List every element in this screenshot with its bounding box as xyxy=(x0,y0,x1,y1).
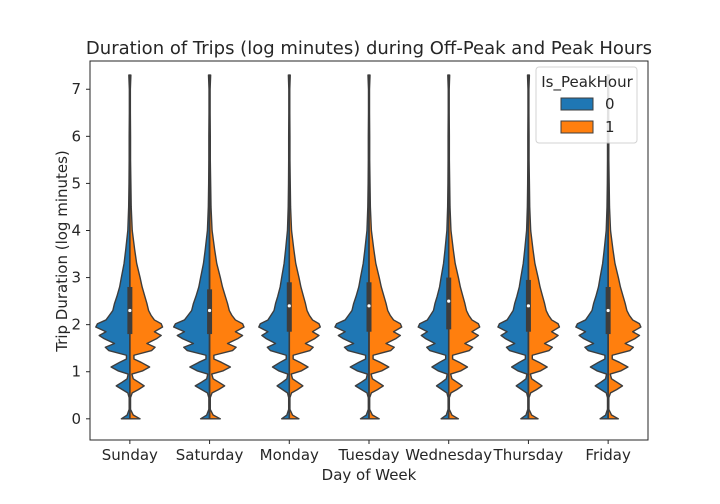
y-tick-label: 0 xyxy=(71,410,81,428)
median-dot xyxy=(606,308,610,313)
x-tick-label-monday: Monday xyxy=(260,446,319,464)
x-tick-label-wednesday: Wednesday xyxy=(405,446,492,464)
y-tick-label: 1 xyxy=(71,363,81,381)
y-tick-label: 4 xyxy=(71,221,81,239)
violin-sunday xyxy=(95,74,164,420)
violin-wednesday xyxy=(417,74,481,420)
x-axis: Sunday Saturday Monday Tuesday Wednesday Thur… xyxy=(102,440,631,464)
x-tick-label-saturday: Saturday xyxy=(176,446,244,464)
median-dot xyxy=(128,308,132,313)
median-dot xyxy=(367,304,371,308)
median-dot xyxy=(207,308,212,313)
x-tick-label-sunday: Sunday xyxy=(102,446,158,464)
chart-title: Duration of Trips (log minutes) during O… xyxy=(86,38,652,59)
y-tick-label: 7 xyxy=(71,80,81,98)
y-tick-label: 5 xyxy=(71,174,81,192)
y-axis: 0 1 2 3 4 5 6 7 xyxy=(71,80,90,428)
iqr-box xyxy=(446,277,452,330)
y-tick-label: 3 xyxy=(71,269,81,287)
median-dot xyxy=(287,304,291,308)
x-tick-label-thursday: Thursday xyxy=(493,446,564,464)
legend-label-1: 1 xyxy=(605,118,615,136)
x-axis-label: Day of Week xyxy=(322,466,417,484)
x-tick-label-friday: Friday xyxy=(585,446,631,464)
median-dot xyxy=(526,304,531,308)
violin-thursday xyxy=(497,74,561,420)
y-tick-label: 6 xyxy=(71,127,81,145)
x-tick-label-tuesday: Tuesday xyxy=(337,446,399,464)
y-tick-label: 2 xyxy=(71,316,81,334)
violin-saturday xyxy=(173,74,245,420)
legend-swatch-1 xyxy=(560,120,594,134)
violins-layer xyxy=(95,74,642,420)
legend: Is_PeakHour 0 1 xyxy=(535,66,638,144)
legend-swatch-0 xyxy=(560,97,594,111)
median-dot xyxy=(447,299,451,303)
violin-monday xyxy=(258,74,321,420)
legend-label-0: 0 xyxy=(605,95,615,113)
violin-tuesday xyxy=(334,74,403,420)
y-axis-label: Trip Duration (log minutes) xyxy=(53,150,71,353)
legend-title: Is_PeakHour xyxy=(541,73,633,92)
